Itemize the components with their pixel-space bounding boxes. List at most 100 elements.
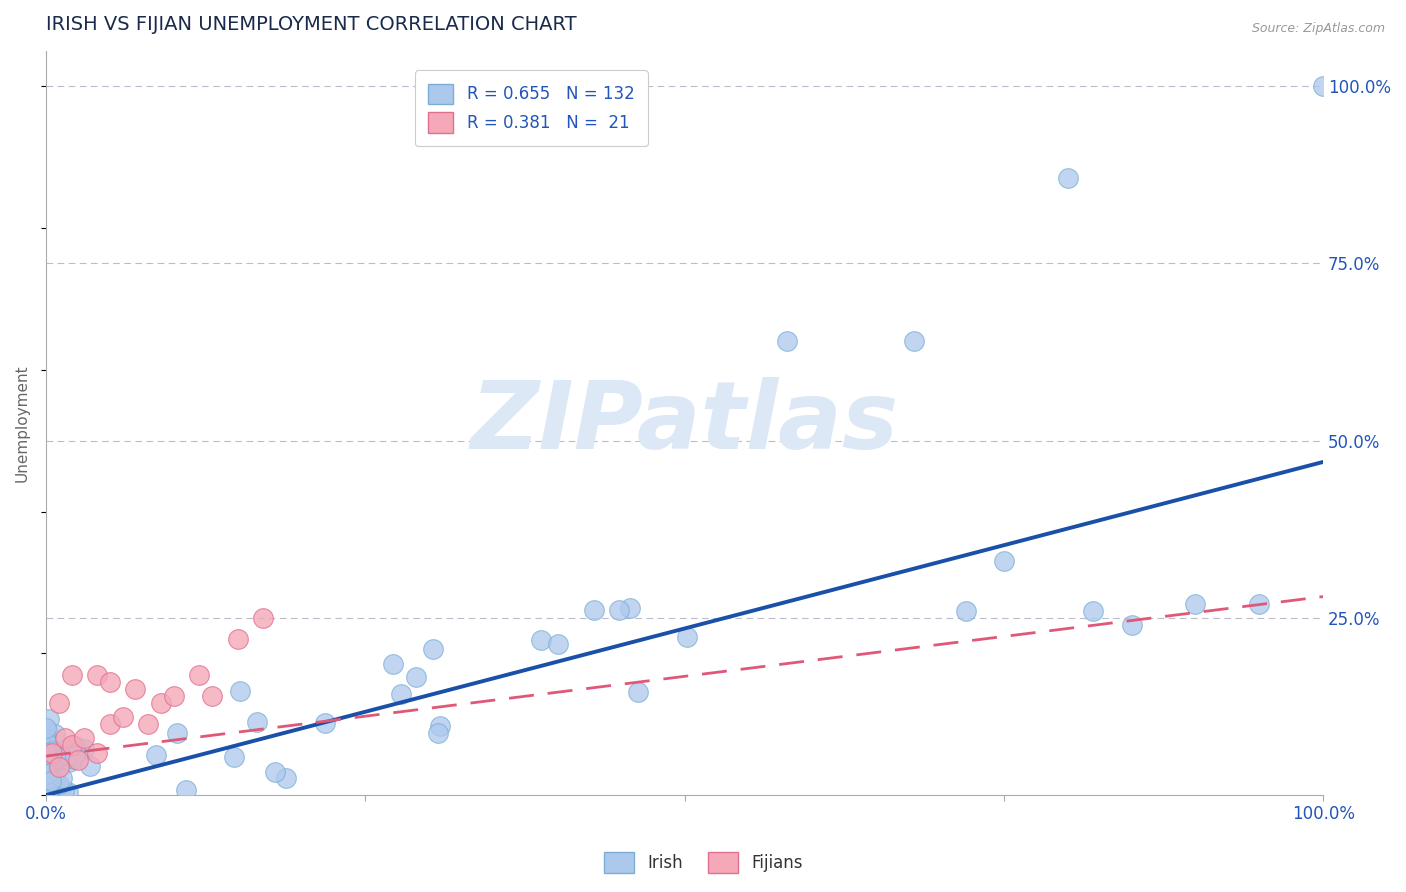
Point [60,739,83,753]
Point [35,751,58,765]
Point [37,739,59,753]
Legend: R = 0.655   N = 132, R = 0.381   N =  21: R = 0.655 N = 132, R = 0.381 N = 21 [415,70,648,146]
Point [35,761,58,775]
Point [37,772,59,786]
Point [35,775,58,789]
Point [35,761,58,775]
Point [86,667,108,681]
Point [111,710,134,724]
Point [201,689,224,703]
Point [38,763,60,777]
Point [38,772,60,787]
Point [246,714,269,729]
Point [37,784,59,798]
Point [39,759,62,773]
Point [37,772,59,786]
Point [35,757,58,772]
Point [35,757,58,772]
Point [903,334,925,349]
Point [547,637,569,651]
Point [44,753,66,767]
Point [44,744,66,758]
Point [35,756,58,770]
Point [41,772,63,787]
Point [38,760,60,774]
Point [56,747,79,762]
Point [41,744,63,758]
Point [136,717,159,731]
Point [37,772,59,786]
Text: IRISH VS FIJIAN UNEMPLOYMENT CORRELATION CHART: IRISH VS FIJIAN UNEMPLOYMENT CORRELATION… [46,15,576,34]
Point [1121,618,1143,632]
Point [38,784,60,798]
Point [35,770,58,784]
Y-axis label: Unemployment: Unemployment [15,364,30,482]
Point [38,761,60,775]
Point [37,764,59,779]
Point [607,603,630,617]
Point [35,784,58,798]
Point [381,657,404,672]
Point [222,749,245,764]
Point [98,674,121,689]
Point [37,771,59,785]
Point [48,777,70,791]
Point [48,748,70,763]
Point [35,772,58,786]
Point [35,731,58,745]
Point [1249,597,1271,611]
Point [124,681,146,696]
Point [37,736,59,750]
Point [35,784,58,798]
Point [98,717,121,731]
Point [44,767,66,781]
Point [1184,597,1206,611]
Point [79,759,101,773]
Point [53,731,76,746]
Point [35,771,58,785]
Point [619,600,641,615]
Point [49,784,72,798]
Point [48,750,70,764]
Point [39,784,62,798]
Point [46,756,69,771]
Point [166,726,188,740]
Point [35,749,58,764]
Text: Source: ZipAtlas.com: Source: ZipAtlas.com [1251,22,1385,36]
Point [37,776,59,790]
Point [174,782,197,797]
Point [314,715,336,730]
Point [37,763,59,777]
Point [422,642,444,657]
Point [44,727,66,741]
Point [35,750,58,764]
Point [66,753,89,767]
Point [73,742,96,756]
Point [530,632,553,647]
Point [38,740,60,755]
Legend: Irish, Fijians: Irish, Fijians [598,846,808,880]
Point [955,604,977,618]
Point [41,746,63,760]
Point [86,746,108,760]
Point [35,747,58,762]
Point [1312,79,1334,94]
Point [35,746,58,760]
Point [37,765,59,780]
Point [37,772,59,787]
Point [35,749,58,764]
Point [149,696,172,710]
Point [145,747,167,762]
Point [37,784,59,798]
Point [35,742,58,756]
Point [37,761,59,775]
Point [41,761,63,775]
Point [63,749,86,764]
Point [38,770,60,784]
Point [252,611,274,625]
Point [274,771,297,785]
Point [35,752,58,766]
Point [35,742,58,756]
Point [35,746,58,760]
Point [35,767,58,781]
